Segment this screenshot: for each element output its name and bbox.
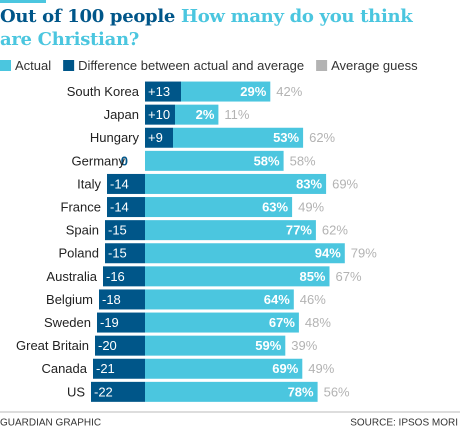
actual-bar xyxy=(145,312,299,333)
actual-label: 78% xyxy=(288,384,314,399)
difference-label: -18 xyxy=(102,292,121,307)
difference-label: -15 xyxy=(108,223,127,238)
legend-swatch xyxy=(0,60,11,71)
difference-label: -21 xyxy=(96,361,115,376)
average-label: 67% xyxy=(336,269,362,284)
average-label: 49% xyxy=(308,361,334,376)
average-label: 62% xyxy=(322,223,348,238)
actual-label: 29% xyxy=(240,84,266,99)
difference-bar xyxy=(93,358,145,379)
difference-bar xyxy=(107,197,145,218)
actual-bar xyxy=(145,358,303,379)
difference-bar xyxy=(103,266,145,287)
actual-bar xyxy=(145,220,316,241)
difference-label: -22 xyxy=(94,384,113,399)
legend-label: Difference between actual and average xyxy=(78,58,304,73)
average-label: 56% xyxy=(324,384,350,399)
difference-bar xyxy=(107,173,145,194)
top-rule xyxy=(0,0,46,3)
actual-label: 85% xyxy=(299,269,325,284)
actual-bar xyxy=(145,335,286,356)
category-label: Germany xyxy=(72,153,126,168)
actual-label: 77% xyxy=(286,223,312,238)
actual-label: 64% xyxy=(264,292,290,307)
difference-bar xyxy=(105,220,145,241)
category-label: US xyxy=(67,384,85,399)
actual-bar xyxy=(173,127,304,148)
difference-label: +9 xyxy=(148,130,163,145)
actual-bar xyxy=(145,243,345,264)
category-label: France xyxy=(61,199,101,214)
category-label: Poland xyxy=(59,246,99,261)
category-label: Canada xyxy=(41,361,87,376)
legend-swatch xyxy=(316,60,328,71)
difference-label: +13 xyxy=(148,84,170,99)
average-label: 79% xyxy=(351,246,377,261)
difference-label: -14 xyxy=(110,176,129,191)
actual-bar xyxy=(145,381,318,402)
average-label: 48% xyxy=(305,315,331,330)
difference-label: 0 xyxy=(121,153,128,168)
difference-bar xyxy=(145,127,173,148)
actual-label: 69% xyxy=(272,361,298,376)
average-label: 49% xyxy=(298,199,324,214)
category-label: Japan xyxy=(104,107,139,122)
actual-label: 67% xyxy=(269,315,295,330)
difference-bar xyxy=(95,335,145,356)
category-label: Italy xyxy=(77,176,101,191)
difference-bar xyxy=(145,81,181,102)
average-label: 39% xyxy=(291,338,317,353)
category-label: Spain xyxy=(66,223,99,238)
difference-label: -14 xyxy=(110,199,129,214)
difference-bar xyxy=(145,104,175,125)
category-label: Hungary xyxy=(90,130,140,145)
actual-bar xyxy=(145,289,294,310)
difference-label: +10 xyxy=(148,107,170,122)
category-label: Belgium xyxy=(46,292,93,307)
average-label: 62% xyxy=(309,130,335,145)
average-label: 46% xyxy=(300,292,326,307)
chart-title: Out of 100 people How many do you think … xyxy=(0,5,440,51)
actual-label: 59% xyxy=(255,338,281,353)
actual-label: 83% xyxy=(296,176,322,191)
difference-label: -15 xyxy=(108,246,127,261)
actual-label: 53% xyxy=(273,130,299,145)
category-label: South Korea xyxy=(67,84,140,99)
average-label: 42% xyxy=(276,84,302,99)
actual-bar xyxy=(145,266,330,287)
actual-bar xyxy=(175,104,219,125)
source: SOURCE: IPSOS MORI xyxy=(350,418,458,429)
difference-bar xyxy=(99,289,145,310)
actual-bar xyxy=(145,150,284,171)
average-label: 11% xyxy=(224,107,249,122)
title-lead: Out of 100 people xyxy=(0,6,176,27)
actual-label: 58% xyxy=(254,153,280,168)
average-label: 58% xyxy=(290,153,316,168)
category-label: Sweden xyxy=(44,315,91,330)
legend-swatch xyxy=(63,60,75,71)
difference-bar xyxy=(105,243,145,264)
average-label: 69% xyxy=(332,176,358,191)
actual-bar xyxy=(145,173,327,194)
difference-bar xyxy=(97,312,145,333)
actual-label: 63% xyxy=(262,199,288,214)
legend-label: Average guess xyxy=(331,58,418,73)
category-label: Australia xyxy=(46,269,97,284)
actual-bar xyxy=(145,197,293,218)
category-label: Great Britain xyxy=(16,338,89,353)
credit: GUARDIAN GRAPHIC xyxy=(0,418,101,429)
difference-label: -19 xyxy=(100,315,119,330)
difference-label: -16 xyxy=(106,269,125,284)
title-question: How many do you think are Christian? xyxy=(0,6,413,50)
difference-bar xyxy=(91,381,145,402)
difference-label: -20 xyxy=(98,338,117,353)
actual-label: 94% xyxy=(315,246,341,261)
legend-label: Actual xyxy=(15,58,51,73)
actual-bar xyxy=(181,81,271,102)
actual-label: 2% xyxy=(196,107,215,122)
